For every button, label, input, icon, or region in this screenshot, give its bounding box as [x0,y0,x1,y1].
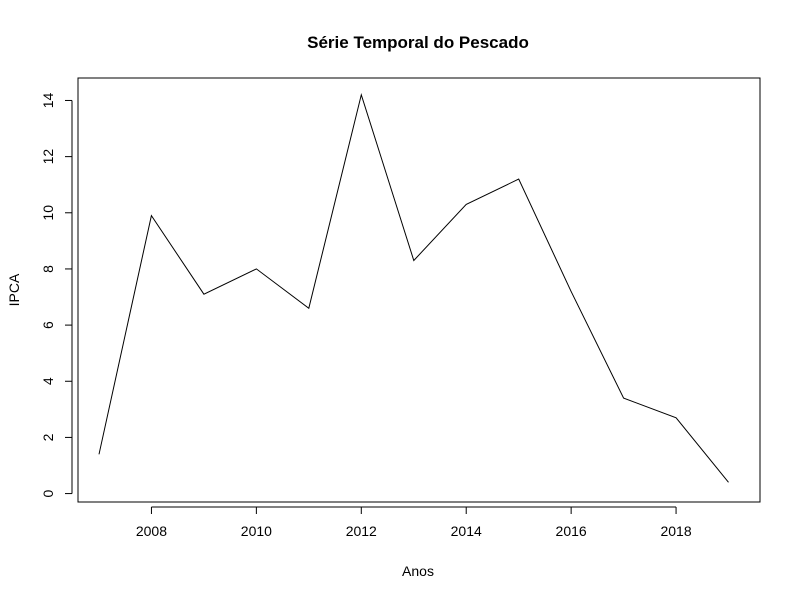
x-axis: 2008 2010 2012 2014 2016 2018 [136,506,692,539]
x-tick-label: 2016 [556,523,587,539]
x-tick-label: 2012 [346,523,377,539]
y-tick-label: 0 [40,489,56,497]
x-axis-label: Anos [402,563,434,579]
x-tick-label: 2008 [136,523,167,539]
y-tick-label: 12 [40,149,56,165]
y-tick-label: 4 [40,377,56,385]
y-axis-label: IPCA [6,273,22,306]
plot-area-frame [77,77,761,503]
chart-title: Série Temporal do Pescado [307,33,529,52]
x-tick-label: 2014 [451,523,482,539]
y-tick-label: 14 [40,92,56,108]
x-tick-label: 2018 [660,523,691,539]
y-tick-label: 8 [40,265,56,273]
y-tick-label: 6 [40,321,56,329]
y-tick-label: 10 [40,205,56,221]
y-tick-label: 2 [40,433,56,441]
series-layer [98,92,729,483]
y-axis: 0 2 4 6 8 10 12 14 [40,92,73,497]
series-line [98,92,729,483]
x-tick-label: 2010 [241,523,272,539]
